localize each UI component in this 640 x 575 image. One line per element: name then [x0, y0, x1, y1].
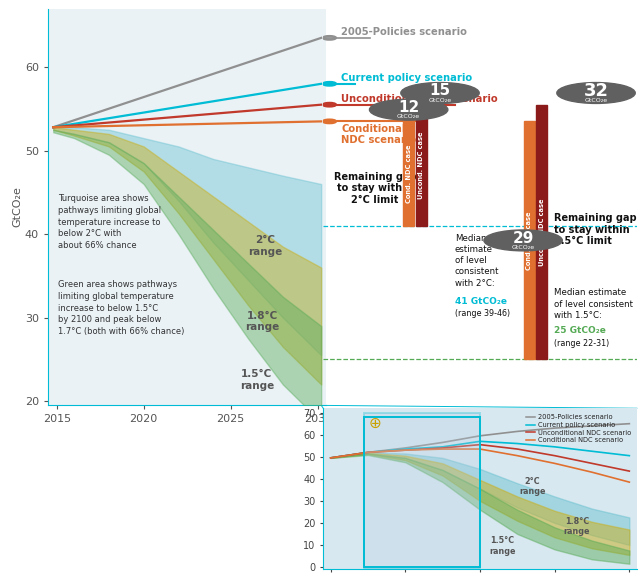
Text: Remaining gap
to stay within
2°C limit: Remaining gap to stay within 2°C limit	[333, 171, 416, 205]
Text: Uncond. NDC case: Uncond. NDC case	[418, 132, 424, 199]
Bar	[364, 417, 480, 567]
Text: (range 22-31): (range 22-31)	[554, 339, 609, 347]
Text: GtCO₂e: GtCO₂e	[397, 114, 420, 119]
Text: Uncond. NDC case: Uncond. NDC case	[539, 198, 545, 266]
Bar	[403, 121, 414, 226]
Text: Remaining gap
to stay within
1.5°C limit: Remaining gap to stay within 1.5°C limit	[554, 213, 636, 247]
Text: Current policy scenario: Current policy scenario	[341, 73, 472, 83]
Text: Cond. NDC case: Cond. NDC case	[526, 211, 532, 270]
Text: 1.5°C
range: 1.5°C range	[489, 536, 516, 556]
Circle shape	[401, 83, 479, 104]
Text: GtCO₂e: GtCO₂e	[584, 98, 607, 102]
Text: 12: 12	[398, 100, 419, 115]
Text: GtCO₂e: GtCO₂e	[428, 98, 452, 102]
Text: 32: 32	[584, 82, 609, 100]
Text: (range 39-46): (range 39-46)	[455, 309, 510, 319]
Y-axis label: GtCO₂e: GtCO₂e	[12, 186, 22, 228]
Text: Cond. NDC case: Cond. NDC case	[406, 144, 412, 203]
Text: 2°C
range: 2°C range	[248, 235, 283, 257]
Bar	[536, 105, 547, 359]
Bar	[524, 121, 535, 359]
Text: 25 GtCO₂e: 25 GtCO₂e	[554, 326, 605, 335]
Text: GtCO₂e: GtCO₂e	[511, 245, 534, 250]
Circle shape	[557, 83, 636, 104]
Text: 2°C
range: 2°C range	[519, 477, 545, 496]
Text: Green area shows pathways
limiting global temperature
increase to below 1.5°C
by: Green area shows pathways limiting globa…	[58, 280, 185, 336]
Text: 1.5°C
range: 1.5°C range	[239, 369, 274, 390]
Text: 1.8°C
range: 1.8°C range	[564, 516, 590, 536]
Text: Conditional
NDC scenario: Conditional NDC scenario	[341, 124, 417, 145]
Text: Turquoise area shows
pathways limiting global
temperature increase to
below 2°C : Turquoise area shows pathways limiting g…	[58, 194, 161, 250]
Bar	[416, 105, 427, 226]
Bar	[364, 413, 480, 569]
Text: Median
estimate
of level
consistent
with 2°C:: Median estimate of level consistent with…	[455, 234, 499, 288]
Text: Median estimate
of level consistent
with 1.5°C:: Median estimate of level consistent with…	[554, 289, 633, 320]
Text: 41 GtCO₂e: 41 GtCO₂e	[455, 297, 507, 306]
Text: 15: 15	[429, 83, 451, 98]
Circle shape	[484, 230, 563, 251]
Text: 29: 29	[513, 231, 534, 246]
Text: 2005-Policies scenario: 2005-Policies scenario	[341, 27, 467, 37]
Text: 1.8°C
range: 1.8°C range	[245, 310, 279, 332]
Text: ⊕: ⊕	[369, 416, 382, 431]
Text: Unconditional NDC scenario: Unconditional NDC scenario	[341, 94, 498, 104]
Circle shape	[369, 99, 448, 120]
Legend: 2005-Policies scenario, Current policy scenario, Unconditional NDC scenario, Con: 2005-Policies scenario, Current policy s…	[523, 412, 634, 446]
